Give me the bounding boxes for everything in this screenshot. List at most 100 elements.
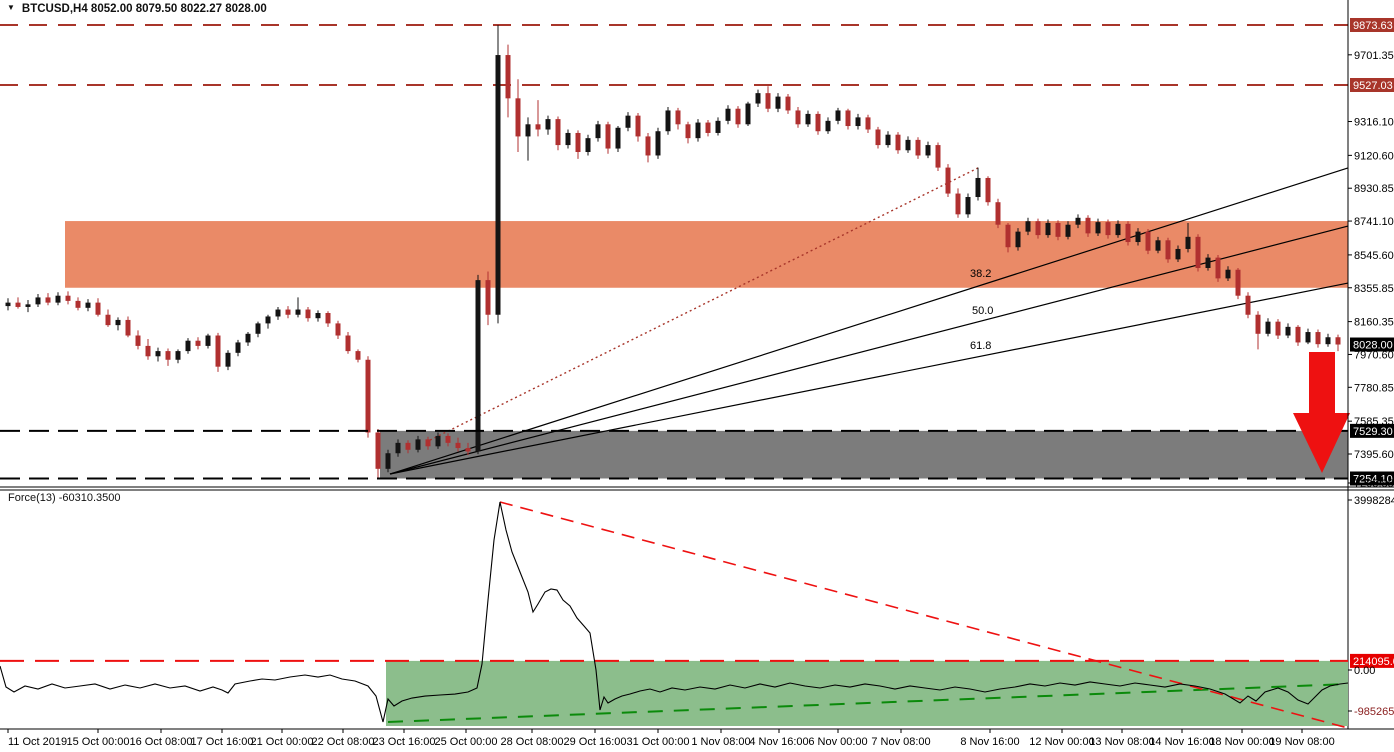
candle [1125, 223, 1131, 243]
candle [495, 55, 501, 315]
candle [305, 309, 311, 319]
candle [265, 316, 271, 324]
price-axis-label-box [1350, 337, 1394, 352]
time-axis-label: 6 Nov 00:00 [808, 736, 867, 748]
candle [575, 132, 581, 153]
candle [465, 448, 471, 452]
candle [1005, 224, 1011, 248]
candle [95, 302, 101, 315]
fib-fan-line-38.2[interactable] [389, 167, 1349, 475]
fib-fan-line-61.8[interactable] [389, 282, 1349, 475]
price-axis-label: 7970.60 [1354, 349, 1394, 361]
candle [805, 113, 811, 125]
candle [1095, 222, 1101, 234]
price-axis-label: 8741.10 [1354, 216, 1394, 228]
candle [905, 139, 911, 151]
candle [1195, 236, 1201, 268]
candle [955, 193, 961, 215]
candle [375, 432, 381, 469]
candle [715, 120, 721, 133]
price-axis-label: 9873.63 [1353, 20, 1393, 32]
candle [335, 323, 341, 336]
candle [915, 139, 921, 156]
candle [1175, 248, 1181, 260]
candle [205, 335, 211, 346]
candle [255, 323, 261, 334]
candle [895, 134, 901, 151]
fib-fan-label-61.8: 61.8 [970, 340, 991, 352]
candle [655, 131, 661, 156]
candle [775, 96, 781, 109]
candle [155, 351, 161, 357]
candle [785, 96, 791, 111]
price-axis-label: 9316.10 [1354, 117, 1394, 129]
price-axis-label-box [1350, 653, 1394, 668]
candle [245, 333, 251, 343]
fib-fan-line-50.0[interactable] [389, 225, 1349, 475]
candle [735, 108, 741, 125]
candle [25, 304, 31, 307]
candle [1215, 257, 1221, 279]
candle [285, 309, 291, 315]
dotted-trend-line[interactable] [429, 167, 979, 441]
candle [845, 110, 851, 127]
candle [185, 340, 191, 352]
support-zone[interactable] [380, 430, 1348, 479]
price-axis-label: 8930.85 [1354, 183, 1394, 195]
candle [1305, 332, 1311, 343]
candle [405, 442, 411, 450]
time-axis-label: 25 Oct 00:00 [435, 736, 498, 748]
candle [645, 136, 651, 156]
candle [1155, 240, 1161, 251]
candle [55, 295, 61, 303]
indicator-label: Force(13) -60310.3500 [8, 492, 121, 504]
candle [795, 110, 801, 125]
candle [1015, 231, 1021, 248]
price-axis-label: 7395.60 [1354, 449, 1394, 461]
price-axis-label: -985265.4 [1354, 706, 1394, 718]
candle [345, 335, 351, 352]
candles-layer [5, 24, 1341, 479]
candle [1315, 332, 1321, 345]
price-axis-label: 8160.35 [1354, 317, 1394, 329]
time-axis-label: 1 Nov 08:00 [691, 736, 750, 748]
candle [45, 297, 51, 303]
candle [1285, 326, 1291, 336]
candle [1255, 314, 1261, 334]
candle [445, 435, 451, 443]
time-axis-label: 31 Oct 00:00 [627, 736, 690, 748]
candle [1265, 321, 1271, 334]
resistance-zone[interactable] [65, 221, 1348, 288]
down-arrow[interactable] [1293, 352, 1350, 473]
candle [705, 122, 711, 133]
price-axis-label: 8028.00 [1353, 340, 1393, 352]
time-axis-label: 23 Oct 16:00 [373, 736, 436, 748]
candle [225, 352, 231, 367]
price-axis-label-box [1350, 423, 1394, 438]
candle [385, 453, 391, 469]
time-axis-label: 8 Nov 16:00 [960, 736, 1019, 748]
candle [355, 351, 361, 360]
price-axis-label: 7780.85 [1354, 382, 1394, 394]
symbol-dropdown-arrow[interactable]: ▼ [7, 3, 15, 12]
time-axis-label: 29 Oct 16:00 [564, 736, 627, 748]
candle [5, 302, 11, 307]
candle [1185, 236, 1191, 249]
price-axis-label-box [1350, 471, 1394, 486]
candle [1245, 295, 1251, 315]
candle [235, 342, 241, 353]
candle [195, 340, 201, 346]
candle [35, 297, 41, 305]
price-axis-label-box [1350, 17, 1394, 32]
candle [1275, 321, 1281, 336]
candle [175, 351, 181, 360]
candle [315, 313, 321, 319]
candle [975, 177, 981, 198]
candle [275, 309, 281, 317]
candle [595, 124, 601, 139]
candle [945, 167, 951, 194]
candle [745, 103, 751, 125]
indicator-green-trendline[interactable] [387, 683, 1349, 723]
